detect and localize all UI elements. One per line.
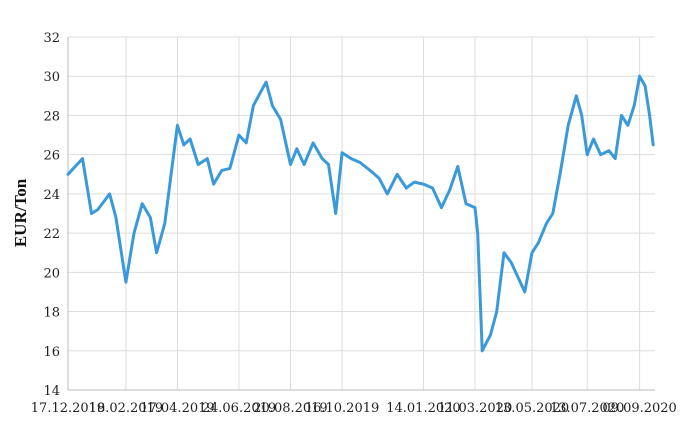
x-tick-label: 20.08.2019	[253, 401, 327, 416]
x-tick-label: 11.03.2020	[438, 401, 512, 416]
x-tick-label: 24.06.2019	[202, 401, 276, 416]
axes	[67, 37, 655, 391]
y-tick-label: 30	[43, 70, 60, 85]
x-tick-label: 13.07.2020	[550, 401, 624, 416]
y-tick-label: 22	[43, 227, 60, 242]
x-tick-label: 19.02.2019	[89, 401, 163, 416]
y-tick-label: 26	[43, 149, 60, 164]
y-tick-labels: 14 16 18 20 22 24 26 28 30 32	[43, 31, 60, 399]
y-tick-label: 32	[43, 31, 60, 46]
y-tick-label: 20	[43, 266, 60, 281]
x-tick-label: 09.09.2020	[602, 401, 676, 416]
y-tick-label: 24	[43, 188, 60, 203]
series-line	[66, 74, 655, 353]
y-axis-title: EUR/Ton	[11, 178, 30, 247]
grid-lines	[67, 36, 655, 391]
y-tick-label: 18	[43, 306, 60, 321]
y-tick-label: 14	[43, 384, 60, 399]
x-tick-label: 14.01.2020	[386, 401, 460, 416]
series-group	[66, 74, 655, 353]
x-tick-label: 13.05.2020	[495, 401, 569, 416]
y-tick-label: 16	[43, 345, 60, 360]
y-tick-label: 28	[43, 109, 60, 124]
x-tick-labels: 17.12.201819.02.201917.04.201924.06.2019…	[31, 401, 677, 416]
x-tick-label: 16.10.2019	[305, 401, 379, 416]
x-tick-label: 17.12.2018	[31, 401, 105, 416]
x-tick-label: 17.04.2019	[140, 401, 214, 416]
